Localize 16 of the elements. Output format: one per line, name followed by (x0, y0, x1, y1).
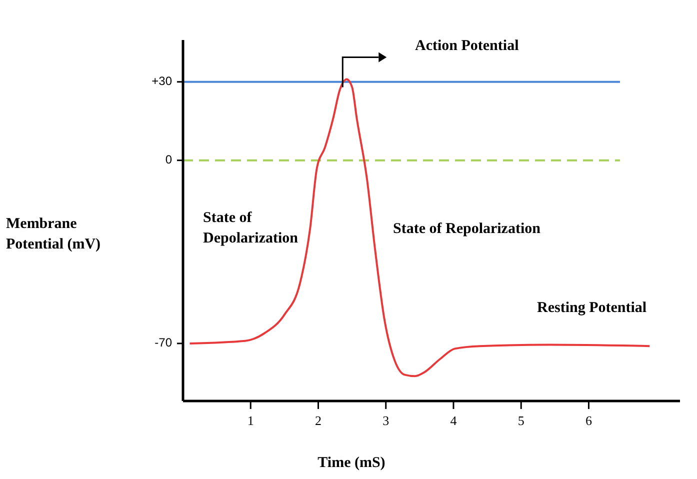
x-tick-label: 1 (247, 413, 254, 428)
y-tick-label: +30 (152, 74, 172, 88)
annotation: Resting Potential (537, 300, 647, 316)
annotation: State of Depolarization (203, 210, 299, 246)
y-tick-label: 0 (165, 152, 172, 167)
y-tick-label: -70 (154, 336, 172, 350)
annotation: Action Potential (415, 38, 519, 54)
x-axis-title: Time (mS) (318, 455, 386, 471)
y-axis-title: Membrane Potential (mV) (6, 216, 101, 252)
x-tick-label: 6 (585, 413, 592, 428)
x-tick-label: 3 (382, 413, 390, 428)
x-tick-label: 4 (450, 413, 458, 428)
annotation: State of Repolarization (393, 221, 542, 237)
line-series (188, 78, 651, 378)
x-tick-label: 2 (314, 413, 322, 428)
x-tick-label: 5 (518, 413, 524, 428)
